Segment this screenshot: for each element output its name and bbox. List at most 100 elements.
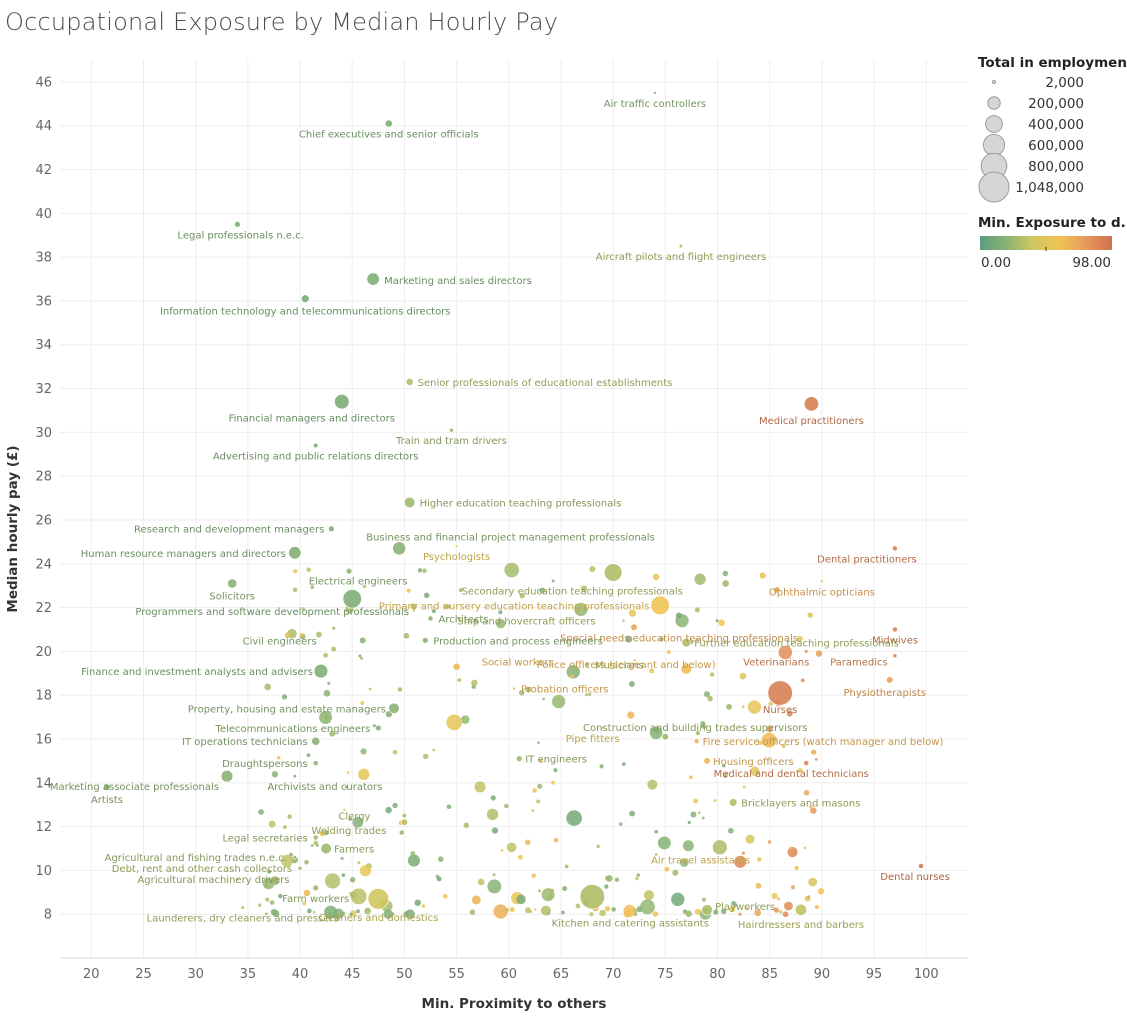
data-point[interactable] [320,842,332,855]
point-label: Research and development managers [134,525,324,536]
data-point[interactable] [367,888,389,910]
data-point[interactable] [452,662,461,671]
y-tick-label: 46 [35,75,52,90]
data-point[interactable] [375,724,382,732]
data-point [539,587,546,594]
point-label: Agricultural and fishing trades n.e.c. [105,853,287,864]
data-point[interactable] [728,798,738,807]
data-point[interactable] [701,904,713,916]
data-point[interactable] [584,661,590,668]
data-point[interactable] [417,567,423,574]
data-point [702,897,706,902]
data-point[interactable] [804,649,809,654]
data-point[interactable] [328,525,335,532]
data-point [350,888,367,905]
data-point [633,659,637,662]
data-point[interactable] [405,378,414,386]
point-label: Construction and building trades supervi… [583,723,808,734]
data-point [560,910,565,915]
data-point[interactable] [449,427,454,433]
data-point[interactable] [820,579,824,584]
data-point[interactable] [650,595,670,615]
data-point[interactable] [240,905,245,910]
data-point [745,834,755,844]
data-point[interactable] [653,91,657,95]
data-point [675,612,682,619]
data-point[interactable] [621,618,626,623]
data-point[interactable] [292,774,297,779]
data-point[interactable] [703,757,711,765]
data-point [693,798,699,804]
data-point[interactable] [604,563,623,582]
data-point[interactable] [297,865,303,871]
x-tick-label: 25 [135,967,152,982]
data-point[interactable] [227,578,238,589]
data-point[interactable] [313,663,329,679]
data-point[interactable] [359,636,367,644]
data-point[interactable] [422,637,429,644]
data-point[interactable] [886,676,894,684]
data-point [652,573,660,581]
data-point[interactable] [292,855,297,860]
x-tick-label: 30 [187,967,204,982]
data-point[interactable] [515,755,523,762]
data-point[interactable] [401,813,408,819]
data-point[interactable] [312,834,319,841]
data-point[interactable] [678,244,684,249]
data-point[interactable] [630,623,638,631]
data-point[interactable] [892,626,898,633]
data-point[interactable] [795,903,807,916]
data-point [742,785,746,789]
data-point[interactable] [918,863,924,869]
data-point[interactable] [334,394,350,410]
data-point[interactable] [388,702,400,714]
data-point[interactable] [103,783,111,791]
data-point [278,893,283,899]
data-point [362,584,367,589]
data-point [722,580,730,587]
data-point[interactable] [600,726,605,730]
data-point[interactable] [892,545,898,552]
data-point[interactable] [288,546,302,560]
data-point[interactable] [579,884,605,910]
data-point[interactable] [366,272,380,286]
data-point[interactable] [384,119,393,128]
data-point [783,901,793,911]
data-point[interactable] [454,544,459,549]
data-point [789,846,793,850]
data-point[interactable] [661,733,669,741]
data-point[interactable] [404,496,416,509]
data-point[interactable] [512,686,516,691]
data-point[interactable] [427,615,434,622]
data-point [633,908,638,914]
data-point[interactable] [803,760,810,766]
data-point [498,610,503,615]
data-point[interactable] [680,663,692,675]
data-point[interactable] [311,736,321,746]
data-point [509,906,515,913]
data-point[interactable] [301,294,310,303]
data-point[interactable] [892,653,898,659]
data-point [385,806,392,814]
data-point[interactable] [756,856,763,863]
data-point [500,849,504,852]
data-point[interactable] [693,738,700,745]
data-point[interactable] [392,541,407,556]
data-point[interactable] [235,877,240,881]
data-point[interactable] [312,760,319,766]
data-point [280,854,294,867]
data-point [372,724,376,728]
point-label: Further education teaching professionals [694,639,899,650]
data-point[interactable] [313,442,319,449]
data-point [471,679,478,687]
data-point[interactable] [234,221,241,228]
data-point[interactable] [803,396,819,412]
data-point[interactable] [400,818,408,826]
data-point[interactable] [312,884,319,892]
data-point [649,726,663,740]
data-point[interactable] [681,637,691,648]
data-point[interactable] [342,589,362,609]
data-point[interactable] [220,770,234,783]
data-point[interactable] [767,680,793,706]
